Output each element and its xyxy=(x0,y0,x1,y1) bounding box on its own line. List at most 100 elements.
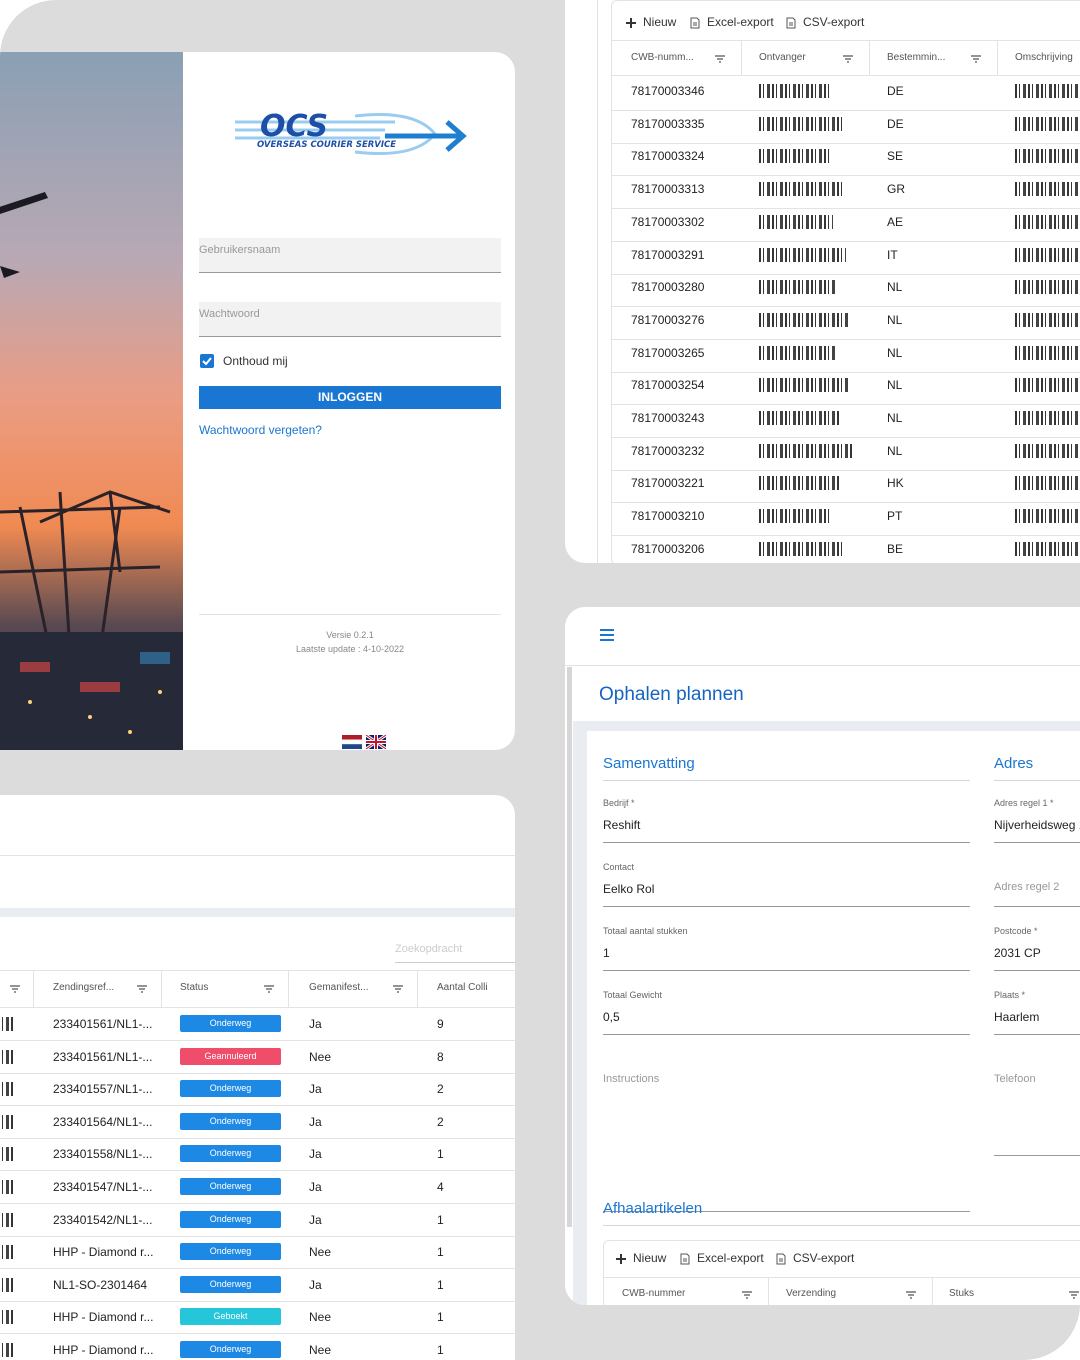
filter-icon[interactable] xyxy=(715,55,725,63)
field-underline[interactable] xyxy=(603,842,970,843)
section-underline xyxy=(603,780,970,781)
field-value: Reshift xyxy=(603,818,641,832)
redacted-description xyxy=(1015,476,1080,491)
destination: NL xyxy=(887,312,903,327)
destination: DE xyxy=(887,84,904,98)
field-underline[interactable] xyxy=(994,970,1080,971)
language-flags[interactable] xyxy=(342,735,388,749)
logo-name: OCS xyxy=(260,109,328,144)
cwb-number: 78170003280 xyxy=(631,280,705,295)
reference: 233401561/NL1-... xyxy=(53,1049,153,1064)
redacted-cell xyxy=(0,1082,14,1097)
colli: 9 xyxy=(437,1017,444,1031)
table-frame xyxy=(611,0,1080,563)
collections-panel: Zoekopdracht Zendingsref... Status Gemanif… xyxy=(0,795,515,1360)
toolbar-button[interactable]: Excel-export xyxy=(707,15,774,29)
search-input[interactable]: Zoekopdracht xyxy=(395,940,515,963)
row-divider xyxy=(612,306,1080,308)
cwb-number: 78170003254 xyxy=(631,378,705,393)
username-input[interactable]: Gebruikersnaam xyxy=(199,238,501,273)
filter-icon[interactable] xyxy=(843,55,853,63)
manifested: Ja xyxy=(309,1277,322,1292)
redacted-cell xyxy=(0,1212,14,1227)
forgot-password-link[interactable]: Wachtwoord vergeten? xyxy=(199,423,322,437)
cwb-number: 78170003302 xyxy=(631,214,705,229)
reference: NL1-SO-2301464 xyxy=(53,1277,148,1292)
filter-icon[interactable] xyxy=(393,985,403,993)
toolbar-divider xyxy=(603,1277,1080,1278)
toolbar-button[interactable]: Nieuw xyxy=(643,15,677,29)
row-divider xyxy=(612,208,1080,210)
cwb-number: 78170003265 xyxy=(631,345,705,360)
row-divider xyxy=(612,502,1080,504)
field-underline[interactable] xyxy=(603,1211,970,1212)
menu-icon[interactable] xyxy=(599,628,615,642)
column-header: CWB-nummer xyxy=(622,1288,686,1299)
row-divider xyxy=(612,437,1080,438)
redacted-cell xyxy=(0,1147,14,1162)
manifested: Ja xyxy=(309,1180,322,1194)
destination: IT xyxy=(887,247,898,262)
reference: 233401561/NL1-... xyxy=(53,1017,153,1031)
login-panel: OCS OVERSEAS COURIER SERVICE Gebruikersn… xyxy=(0,52,515,750)
reference: 233401557/NL1-... xyxy=(53,1082,153,1097)
field-underline[interactable] xyxy=(603,1034,970,1035)
password-input[interactable]: Wachtwoord xyxy=(199,302,501,337)
manifested: Nee xyxy=(309,1343,332,1357)
redacted-description xyxy=(1015,541,1080,556)
row-divider xyxy=(0,1105,515,1107)
field-label: Plaats * xyxy=(994,990,1026,1000)
login-button[interactable]: INLOGGEN xyxy=(199,386,501,409)
column-header: Aantal Colli xyxy=(437,982,488,993)
manifested: Nee xyxy=(309,1049,332,1064)
column-header: Ontvanger xyxy=(759,52,806,63)
status-badge: Onderweg xyxy=(180,1145,281,1163)
redacted-description xyxy=(1015,443,1080,458)
field-underline[interactable] xyxy=(994,1155,1080,1156)
toolbar-button[interactable]: CSV-export xyxy=(803,15,865,29)
field-underline[interactable] xyxy=(994,1034,1080,1035)
column-divider xyxy=(768,1278,769,1305)
last-update: Laatste update : 4-10-2022 xyxy=(295,644,405,654)
filter-icon[interactable] xyxy=(264,985,274,993)
doc-icon xyxy=(690,17,700,29)
redacted-description xyxy=(1015,214,1080,229)
filter-icon[interactable] xyxy=(137,985,147,993)
row-divider xyxy=(0,1203,515,1204)
redacted-recipient xyxy=(759,84,829,98)
field-underline[interactable] xyxy=(603,906,970,907)
manifested: Ja xyxy=(309,1082,322,1097)
remember-checkbox[interactable] xyxy=(200,354,214,368)
field-underline[interactable] xyxy=(994,842,1080,843)
redacted-recipient xyxy=(759,509,830,524)
filter-icon[interactable] xyxy=(971,55,981,63)
toolbar-button[interactable]: Excel-export xyxy=(697,1251,764,1265)
search-placeholder: Zoekopdracht xyxy=(395,943,463,955)
toolbar-button[interactable]: CSV-export xyxy=(793,1251,855,1265)
row-divider xyxy=(0,1040,515,1041)
row-divider xyxy=(0,1072,515,1074)
filter-icon[interactable] xyxy=(1069,1291,1079,1299)
redacted-recipient xyxy=(759,378,850,393)
status-badge: Onderweg xyxy=(180,1112,281,1130)
filter-icon[interactable] xyxy=(742,1291,752,1299)
status-badge: Onderweg xyxy=(180,1341,281,1358)
column-divider xyxy=(288,971,289,1007)
toolbar-button[interactable]: Nieuw xyxy=(633,1251,667,1265)
redacted-description xyxy=(1015,411,1080,425)
colli: 1 xyxy=(437,1245,444,1260)
cwb-number: 78170003346 xyxy=(631,84,705,98)
shipments-panel: Nieuw Excel-export CSV-export CWB-numm... On… xyxy=(565,0,1080,563)
field-underline[interactable] xyxy=(994,906,1080,907)
status-badge: Onderweg xyxy=(180,1243,281,1261)
redacted-recipient xyxy=(759,280,835,295)
filter-icon[interactable] xyxy=(906,1291,916,1299)
reference: 233401558/NL1-... xyxy=(53,1147,153,1162)
redacted-recipient xyxy=(759,541,843,556)
filter-icon[interactable] xyxy=(10,985,20,993)
redacted-recipient xyxy=(759,476,841,491)
row-divider xyxy=(612,338,1080,340)
divider xyxy=(199,614,501,615)
field-underline[interactable] xyxy=(603,970,970,971)
